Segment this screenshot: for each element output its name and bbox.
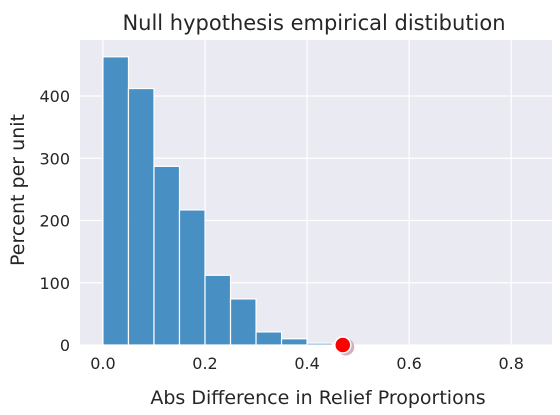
histogram-bar (280, 338, 308, 346)
y-tick-label: 300 (39, 149, 70, 168)
histogram-bar (153, 165, 181, 346)
y-tick-label: 400 (39, 87, 70, 106)
x-tick-label: 0.0 (90, 354, 115, 373)
x-axis-label: Abs Difference in Relief Proportions (150, 387, 485, 409)
y-tick-label: 100 (39, 274, 70, 293)
histogram-bar (229, 298, 257, 346)
x-tick-label: 0.6 (396, 354, 421, 373)
x-axis-ticks: 0.0 0.2 0.4 0.6 0.8 (90, 354, 524, 373)
observed-statistic (334, 336, 355, 356)
histogram-bar (102, 56, 130, 346)
chart-title: Null hypothesis empirical distibution (122, 11, 505, 35)
histogram-bar (306, 342, 334, 346)
histogram-bars (102, 56, 334, 346)
x-tick-label: 0.8 (498, 354, 523, 373)
histogram-bar (204, 274, 232, 346)
y-axis-ticks: 0 100 200 300 400 (39, 87, 70, 355)
histogram-bar (127, 87, 155, 346)
x-tick-label: 0.4 (294, 354, 319, 373)
histogram-bar (255, 331, 283, 346)
y-axis-label: Percent per unit (7, 114, 29, 266)
y-tick-label: 0 (60, 336, 70, 355)
x-tick-label: 0.2 (192, 354, 217, 373)
histogram-bar (178, 209, 206, 346)
y-tick-label: 200 (39, 212, 70, 231)
observed-point (334, 336, 352, 354)
